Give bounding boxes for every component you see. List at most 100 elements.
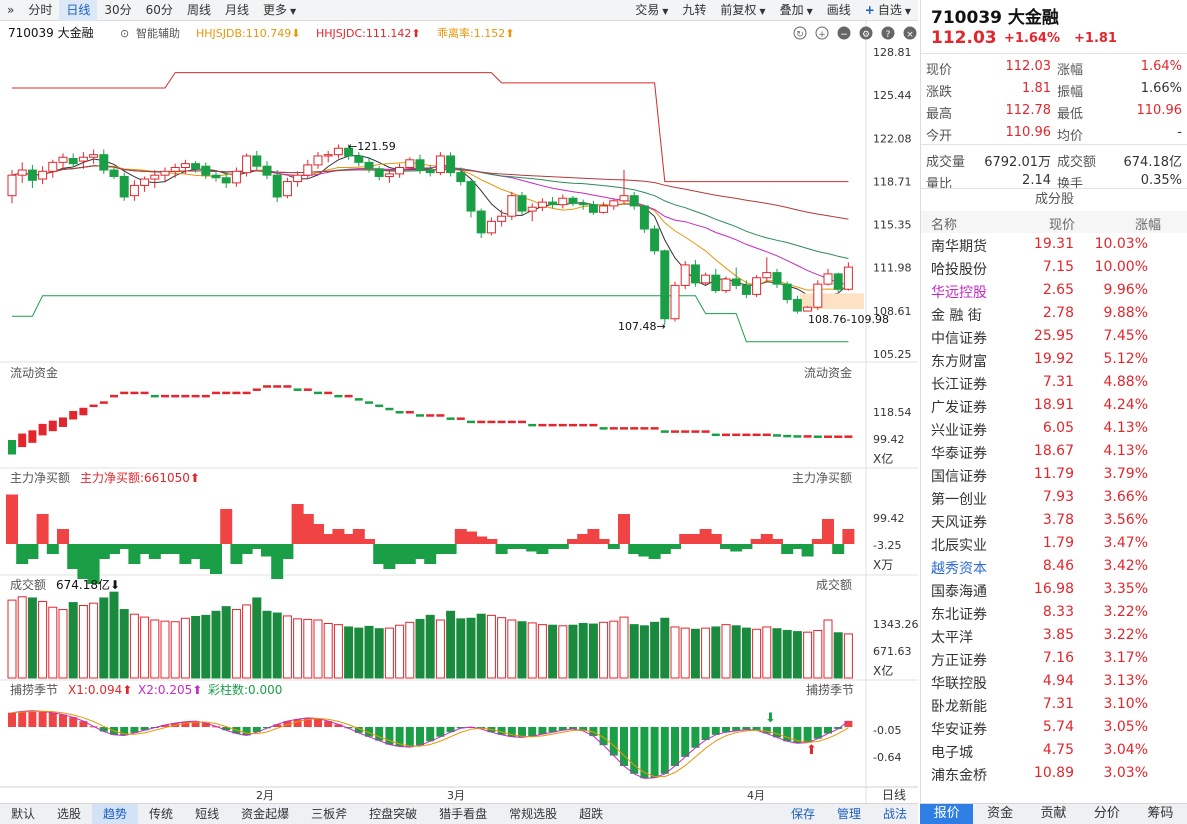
toolbar-btn-label: 叠加 xyxy=(779,2,804,17)
minus-icon[interactable]: − xyxy=(837,26,851,40)
season-bar xyxy=(640,727,649,779)
toolbar-btn-3[interactable]: 叠加 ▼ xyxy=(773,0,820,21)
period-tab-6[interactable]: 更多 ▼ xyxy=(262,2,297,17)
header-pct[interactable]: 涨幅 xyxy=(1135,218,1162,233)
component-row[interactable]: 南华期货 19.31 10.03% xyxy=(921,233,1187,256)
component-row[interactable]: 北辰实业 1.79 3.47% xyxy=(921,532,1187,555)
bottom-action-2[interactable]: 战法 xyxy=(882,807,907,821)
right-tab-1[interactable]: 资金 xyxy=(987,806,1014,821)
season-bar xyxy=(813,727,822,739)
bottom-tab-10[interactable]: 超跌 xyxy=(579,807,604,821)
chevron-down-icon: ▼ xyxy=(662,6,669,16)
component-row[interactable]: 电子城 4.75 3.04% xyxy=(921,739,1187,762)
component-row[interactable]: 国泰海通 16.98 3.35% xyxy=(921,578,1187,601)
volume-bar xyxy=(282,615,292,679)
svg-text:⚙: ⚙ xyxy=(862,30,870,40)
kline-chart[interactable]: 710039 大金融 ⊙ 智能辅助 HHJSJDB:110.749⬇ HHJSJDC:1… xyxy=(0,21,918,803)
candle xyxy=(537,198,547,212)
toolbar-btn-2[interactable]: 前复权 ▼ xyxy=(713,0,772,21)
bottom-action-1[interactable]: 管理 xyxy=(836,807,861,821)
period-tab-4[interactable]: 周线 xyxy=(186,2,211,17)
component-row[interactable]: 广发证券 18.91 4.24% xyxy=(921,394,1187,417)
components-header: 名称 现价 涨幅 xyxy=(921,211,1187,233)
net-bar xyxy=(36,514,49,544)
component-price: 7.31 xyxy=(1042,374,1074,390)
volume-bar xyxy=(588,623,598,679)
net-unit: X万 xyxy=(873,558,893,572)
component-row[interactable]: 兴业证券 6.05 4.13% xyxy=(921,417,1187,440)
quote-label: 现价 xyxy=(926,63,953,78)
bottom-tab-6[interactable]: 三板斧 xyxy=(311,807,348,821)
bottom-tab-1[interactable]: 选股 xyxy=(57,807,82,821)
flow-bar xyxy=(507,420,516,424)
component-row[interactable]: 华远控股 2.65 9.96% xyxy=(921,279,1187,302)
bottom-tab-8[interactable]: 猎手看盘 xyxy=(439,807,488,821)
chevron-down-icon: ▼ xyxy=(759,6,766,16)
low-annotation: 107.48→ xyxy=(618,320,666,333)
component-pct: 9.96% xyxy=(1103,282,1148,298)
component-row[interactable]: 金 融 街 2.78 9.88% xyxy=(921,302,1187,325)
bottom-action-0[interactable]: 保存 xyxy=(790,807,815,821)
period-tab-1[interactable]: 日线 xyxy=(59,0,98,21)
period-tab-3[interactable]: 60分 xyxy=(145,2,173,17)
candle xyxy=(293,171,303,187)
bottom-tab-0[interactable]: 默认 xyxy=(11,807,36,821)
right-tab-0[interactable]: 报价 xyxy=(920,804,974,824)
right-tab-3[interactable]: 分价 xyxy=(1093,806,1120,821)
period-tab-5[interactable]: 月线 xyxy=(224,2,249,17)
help-icon[interactable]: ? xyxy=(881,26,895,40)
component-row[interactable]: 华安证券 5.74 3.05% xyxy=(921,716,1187,739)
component-pct: 3.22% xyxy=(1103,627,1148,643)
bottom-tab-2[interactable]: 趋势 xyxy=(92,804,139,824)
component-row[interactable]: 浦东金桥 10.89 3.03% xyxy=(921,762,1187,785)
settings-icon[interactable]: ⚙ xyxy=(859,26,873,40)
toolbar-btn-5[interactable]: + 自选 ▼ xyxy=(858,0,918,21)
volume-bar xyxy=(68,602,78,679)
component-row[interactable]: 方正证券 7.16 3.17% xyxy=(921,647,1187,670)
component-row[interactable]: 华联控股 4.94 3.13% xyxy=(921,670,1187,693)
quote-value: 6792.01万 xyxy=(984,155,1051,170)
refresh-icon[interactable]: ↻ xyxy=(793,26,807,40)
component-row[interactable]: 太平洋 3.85 3.22% xyxy=(921,624,1187,647)
component-row[interactable]: 华泰证券 18.67 4.13% xyxy=(921,440,1187,463)
component-row[interactable]: 国信证券 11.79 3.79% xyxy=(921,463,1187,486)
season-bar xyxy=(38,711,47,727)
component-row[interactable]: 东北证券 8.33 3.22% xyxy=(921,601,1187,624)
net-bar xyxy=(750,539,763,544)
period-tab-2[interactable]: 30分 xyxy=(104,2,132,17)
volume-bar xyxy=(609,620,619,679)
toolbar-btn-4[interactable]: 画线 xyxy=(820,0,858,21)
toolbar-btn-0[interactable]: 交易 ▼ xyxy=(628,0,675,21)
net-title: 主力净买额 xyxy=(10,471,70,485)
bottom-tab-5[interactable]: 资金起爆 xyxy=(241,807,290,821)
component-name: 太平洋 xyxy=(931,630,973,646)
period-tab-0[interactable]: 分时 xyxy=(28,2,53,17)
component-row[interactable]: 中信证券 25.95 7.45% xyxy=(921,325,1187,348)
component-row[interactable]: 哈投股份 7.15 10.00% xyxy=(921,256,1187,279)
component-row[interactable]: 越秀资本 8.46 3.42% xyxy=(921,555,1187,578)
right-tab-4[interactable]: 筹码 xyxy=(1147,806,1174,821)
flow-bar xyxy=(477,420,486,424)
header-price[interactable]: 现价 xyxy=(1049,218,1076,233)
component-row[interactable]: 天风证券 3.78 3.56% xyxy=(921,509,1187,532)
bottom-tab-7[interactable]: 控盘突破 xyxy=(369,807,418,821)
bottom-tab-9[interactable]: 常规选股 xyxy=(509,807,558,821)
expand-icon[interactable]: » xyxy=(7,2,15,17)
flow-bar xyxy=(242,391,251,395)
component-row[interactable]: 长江证券 7.31 4.88% xyxy=(921,371,1187,394)
candle xyxy=(323,150,333,163)
toolbar-btn-1[interactable]: 九转 xyxy=(675,0,713,21)
bottom-tab-3[interactable]: 传统 xyxy=(149,807,174,821)
component-row[interactable]: 卧龙新能 7.31 3.10% xyxy=(921,693,1187,716)
plus-icon[interactable]: + xyxy=(815,26,829,40)
price-tick: 128.81 xyxy=(873,46,912,59)
header-name[interactable]: 名称 xyxy=(931,218,958,233)
season-bar xyxy=(609,727,618,756)
component-row[interactable]: 东方财富 19.92 5.12% xyxy=(921,348,1187,371)
net-bar xyxy=(505,544,518,549)
bottom-tab-4[interactable]: 短线 xyxy=(195,807,220,821)
toolbar-btn-label: 九转 xyxy=(682,2,707,17)
close-icon[interactable]: × xyxy=(903,26,917,40)
right-tab-2[interactable]: 贡献 xyxy=(1040,806,1067,821)
component-row[interactable]: 第一创业 7.93 3.66% xyxy=(921,486,1187,509)
